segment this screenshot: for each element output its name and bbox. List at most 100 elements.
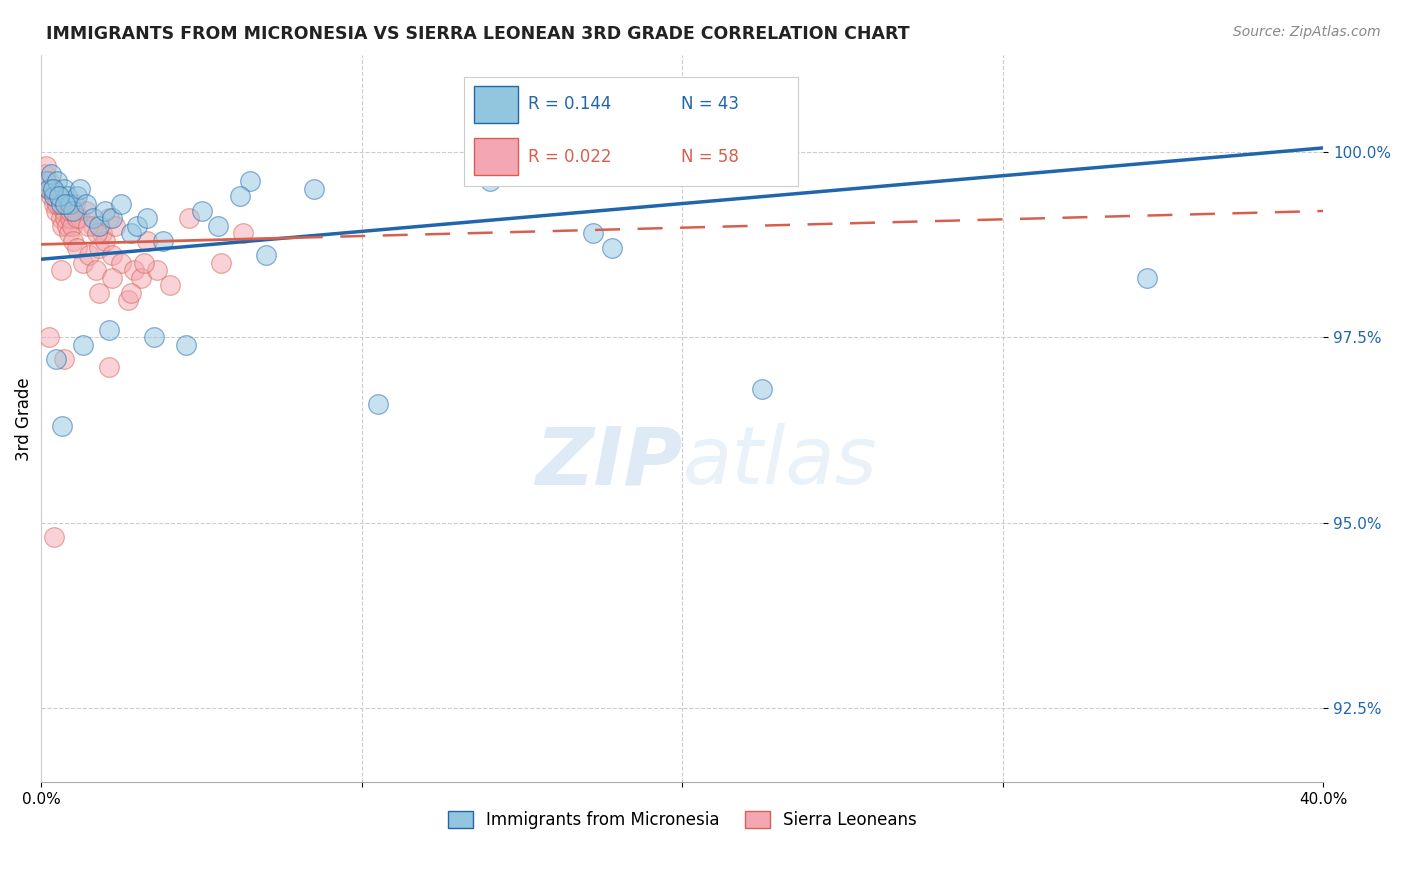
Point [49,196,72,211]
Point [97,323,120,337]
Text: ZIP: ZIP [534,424,682,501]
Point [84,263,107,277]
Point [145,263,167,277]
Point [94,234,117,248]
Point [49,211,72,226]
Text: IMMIGRANTS FROM MICRONESIA VS SIERRA LEONEAN 3RD GRADE CORRELATION CHART: IMMIGRANTS FROM MICRONESIA VS SIERRA LEO… [46,25,910,43]
Point [41,182,63,196]
Point [45,352,67,367]
Legend: Immigrants from Micronesia, Sierra Leoneans: Immigrants from Micronesia, Sierra Leone… [441,805,924,836]
Point [51,219,73,233]
Point [39,182,62,196]
Point [56,219,79,233]
Point [302,182,325,196]
Point [44,189,66,203]
Point [174,337,197,351]
Point [581,226,603,240]
Point [117,293,139,307]
Point [86,226,108,240]
Point [142,330,165,344]
Point [65,189,87,203]
Point [129,270,152,285]
Point [82,211,104,226]
Point [35,174,58,188]
Point [136,211,159,226]
Point [72,256,94,270]
Point [177,211,200,226]
Point [65,211,87,226]
Point [101,248,124,262]
Point [69,182,91,196]
Point [35,160,58,174]
Point [87,241,110,255]
Point [51,419,73,434]
Point [97,359,120,374]
Point [60,219,83,233]
Point [1136,270,1159,285]
Point [76,219,98,233]
Text: atlas: atlas [682,424,877,501]
Point [120,285,142,300]
Point [132,256,155,270]
Point [229,189,252,203]
Point [37,182,59,196]
Point [46,196,69,211]
Point [53,211,76,226]
Point [232,226,254,240]
Point [751,382,773,396]
Y-axis label: 3rd Grade: 3rd Grade [15,377,32,460]
Point [38,330,60,344]
Point [82,219,104,233]
Point [97,211,120,226]
Point [101,211,124,226]
Point [190,204,212,219]
Point [59,204,82,219]
Point [38,182,60,196]
Point [87,219,110,233]
Point [207,219,229,233]
Point [53,196,76,211]
Point [58,226,80,240]
Point [56,189,79,203]
Point [75,204,97,219]
Point [59,196,82,211]
Point [52,204,75,219]
Point [48,189,70,203]
Point [48,196,70,211]
Point [75,196,97,211]
Point [127,219,149,233]
Point [94,204,117,219]
Point [45,204,67,219]
Point [254,248,277,262]
Point [159,278,181,293]
Point [46,189,69,203]
Point [110,256,132,270]
Point [63,196,86,211]
Point [124,263,146,277]
Point [34,167,56,181]
Point [59,211,82,226]
Point [101,270,124,285]
Point [120,226,142,240]
Point [72,337,94,351]
Point [104,219,127,233]
Point [239,174,262,188]
Point [152,234,174,248]
Point [44,531,66,545]
Point [69,211,91,226]
Point [87,285,110,300]
Point [79,248,101,262]
Point [44,196,66,211]
Point [49,263,72,277]
Point [600,241,623,255]
Point [367,397,389,411]
Point [209,256,232,270]
Point [52,352,75,367]
Point [41,182,63,196]
Point [46,174,69,188]
Point [62,204,84,219]
Point [479,174,502,188]
Point [39,167,62,181]
Point [65,241,87,255]
Point [110,196,132,211]
